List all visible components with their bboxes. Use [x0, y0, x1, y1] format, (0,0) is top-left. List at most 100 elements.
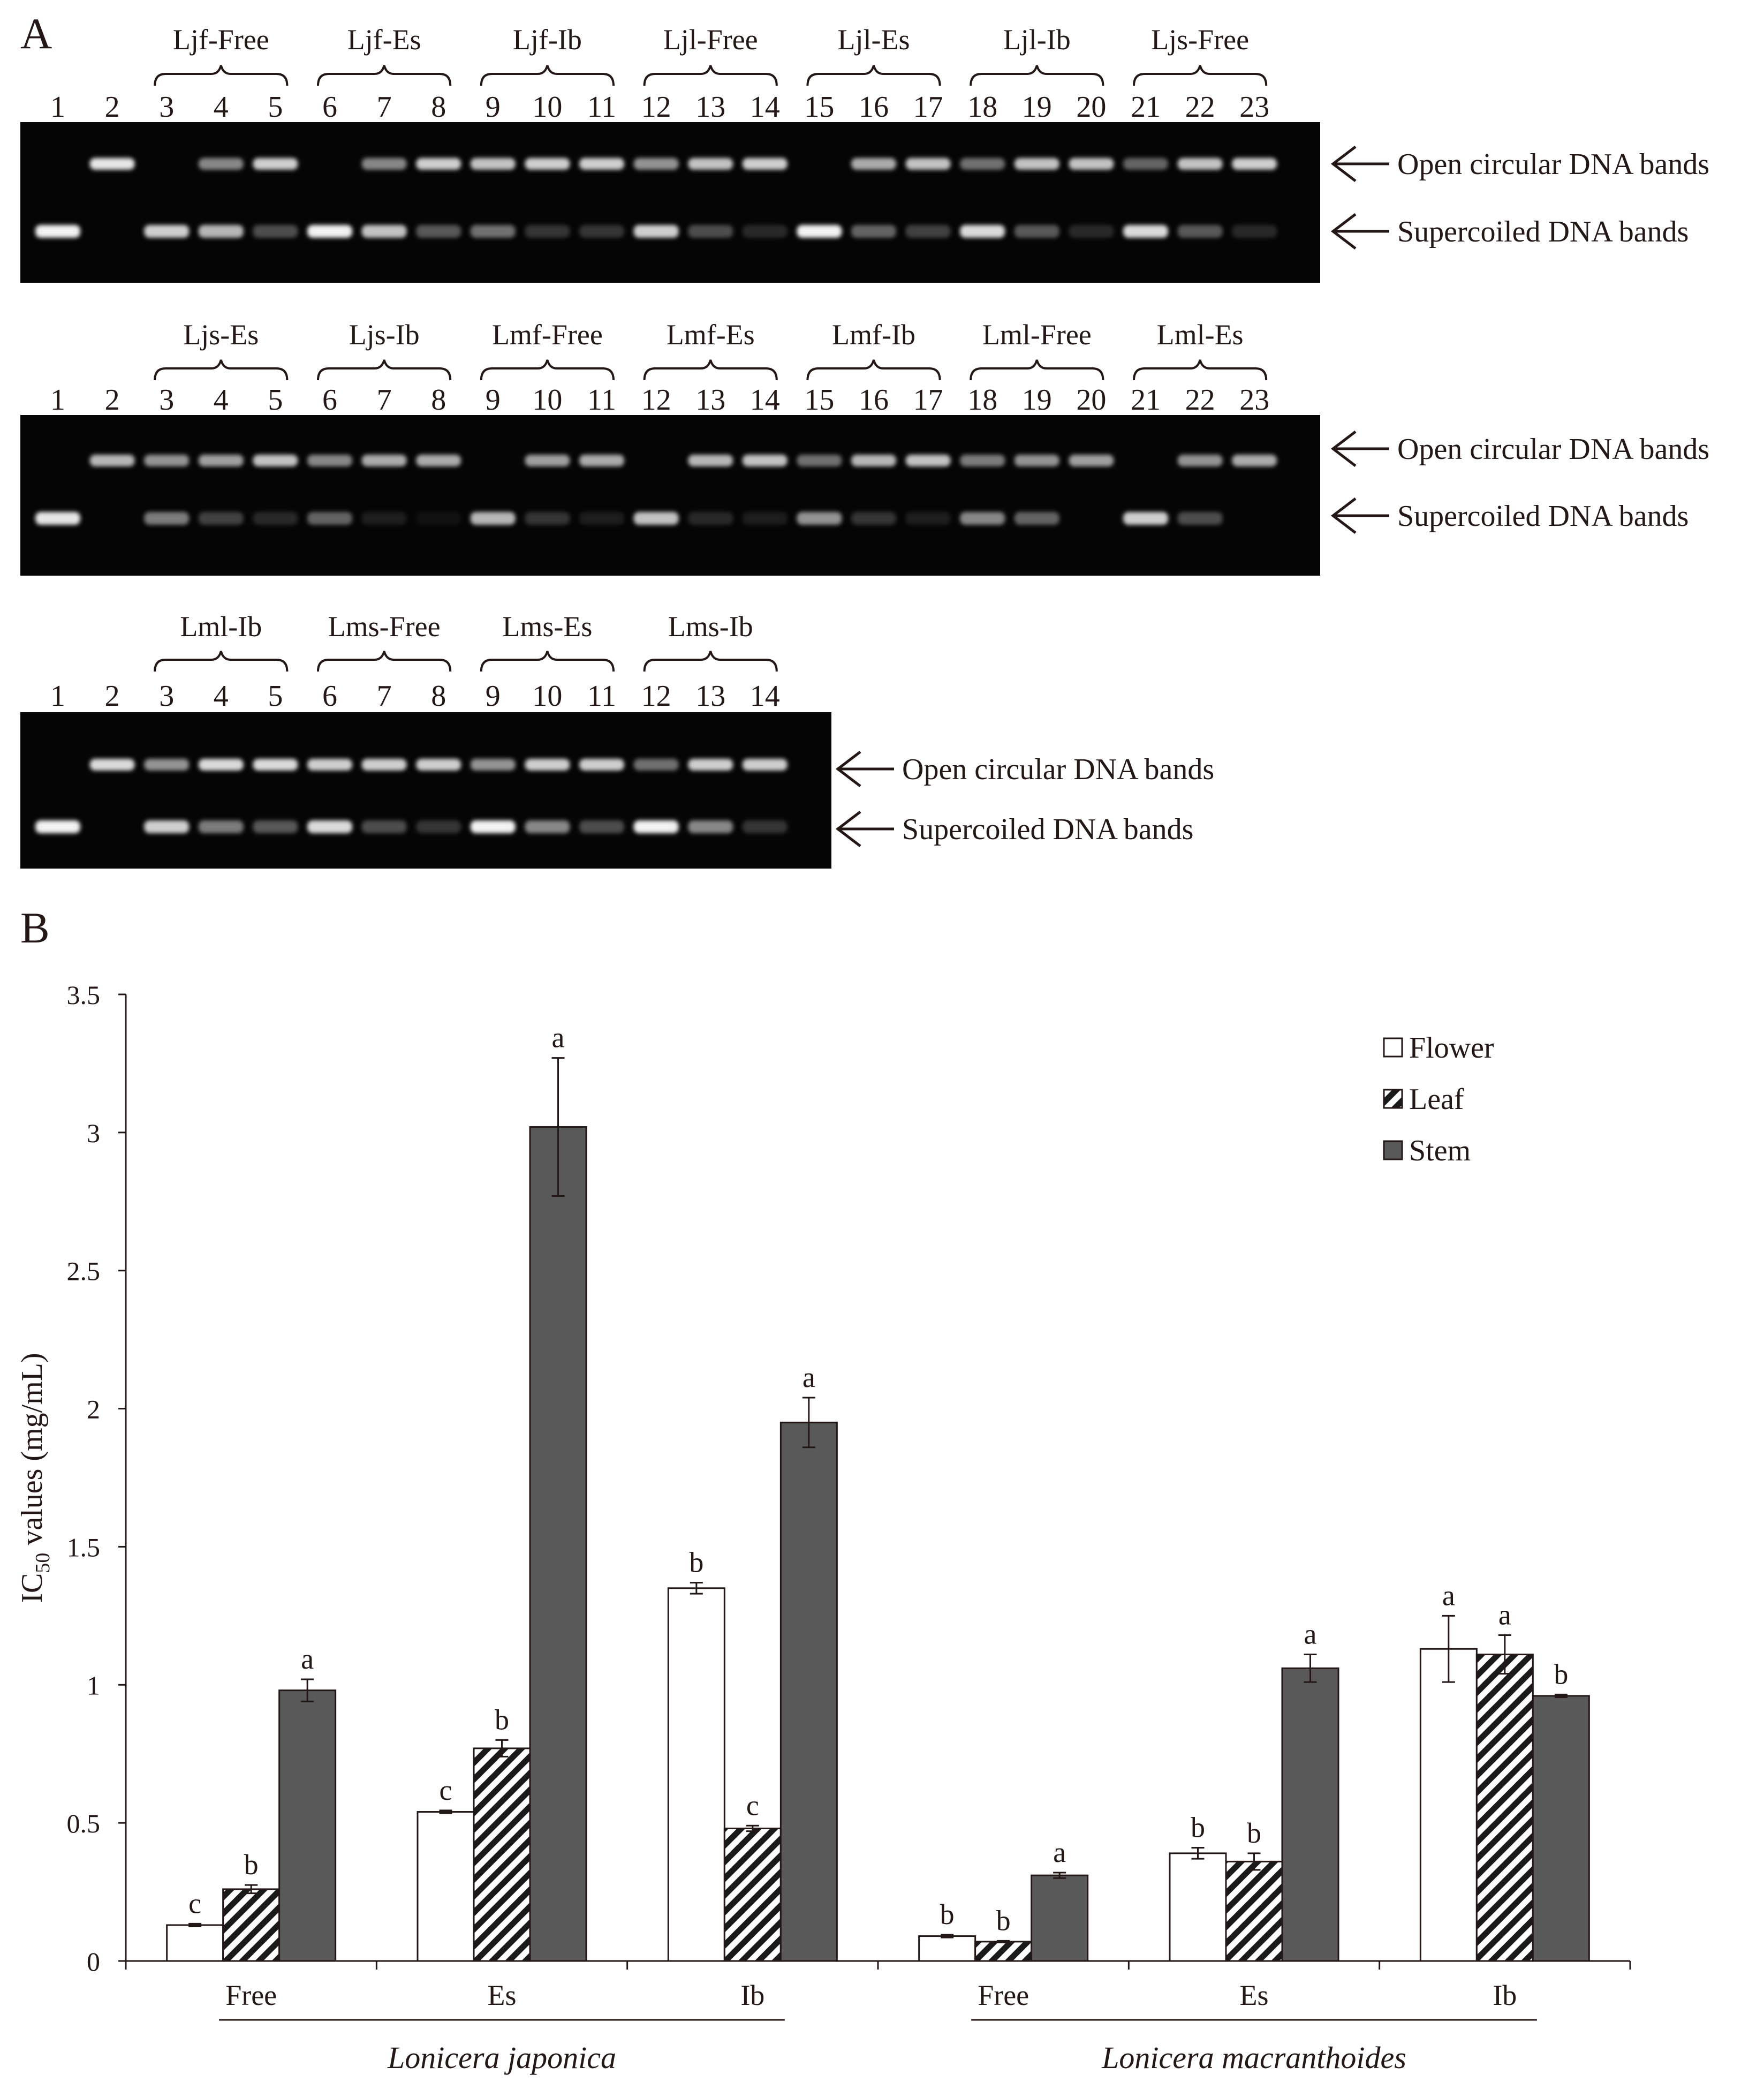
lane-group-brace — [970, 359, 1104, 381]
y-axis-title: IC50 values (mg/mL) — [16, 1353, 54, 1603]
open-band-label: Open circular DNA bands — [1397, 433, 1709, 466]
significance-letter: b — [940, 1898, 955, 1930]
y-tick-label: 3.5 — [67, 980, 101, 1010]
open-circular-band — [307, 455, 352, 466]
open-circular-band — [960, 158, 1005, 170]
open-band-arrow — [835, 751, 894, 787]
lane-group-label: Lml-Free — [982, 319, 1092, 351]
open-circular-band — [89, 759, 135, 771]
open-circular-band — [198, 759, 244, 771]
lane-number: 12 — [641, 383, 671, 417]
lane-number: 7 — [377, 680, 392, 713]
open-circular-band — [525, 759, 570, 771]
bar-flower — [918, 1935, 976, 1962]
supercoiled-band — [416, 512, 461, 525]
supercoiled-band — [960, 225, 1005, 238]
bar-stem — [529, 1126, 587, 1962]
supercoiled-band — [198, 512, 244, 525]
lane-group-label: Lmf-Free — [492, 319, 603, 351]
lane-group-label: Ljl-Es — [838, 24, 910, 56]
lane-number: 1 — [50, 680, 65, 713]
supercoiled-band — [361, 512, 407, 525]
open-circular-band — [960, 455, 1005, 466]
open-circular-band — [253, 158, 298, 170]
open-circular-band — [416, 158, 461, 170]
lane-number: 2 — [105, 680, 120, 713]
bar-leaf — [473, 1747, 531, 1962]
lane-number: 11 — [587, 90, 616, 124]
y-axis-title-main: IC — [16, 1573, 49, 1603]
lane-number: 1 — [50, 90, 65, 124]
open-circular-band — [361, 455, 407, 466]
supercoiled-band — [851, 225, 896, 238]
open-circular-band — [470, 759, 516, 771]
open-circular-band — [416, 759, 461, 771]
supercoiled-band — [633, 512, 679, 525]
lane-number: 4 — [214, 90, 229, 124]
legend: Flower Leaf Stem — [1383, 1031, 1494, 1167]
lane-group-label: Ljf-Es — [347, 24, 421, 56]
bar-flower — [1169, 1852, 1227, 1962]
lane-group-brace — [643, 651, 778, 672]
open-circular-band — [688, 759, 733, 771]
bar-chart: 0 0.5 1 1.5 2 2.5 3 3.5 Free Es Ib Free Es Ib Lonicer… — [16, 980, 1631, 2075]
panel-b-label: B — [20, 903, 50, 952]
supercoiled-band — [905, 512, 951, 525]
supercoiled-band — [198, 225, 244, 238]
significance-letter: b — [996, 1904, 1011, 1936]
legend-swatch-flower — [1383, 1037, 1403, 1058]
open-band-label: Open circular DNA bands — [902, 753, 1214, 786]
open-circular-band — [579, 455, 624, 466]
lane-number: 22 — [1185, 90, 1215, 124]
open-circular-band — [144, 455, 190, 466]
lane-number: 23 — [1239, 90, 1269, 124]
open-circular-band — [1069, 455, 1114, 466]
supercoiled-band — [35, 225, 80, 238]
open-circular-band — [688, 455, 733, 466]
bars: c b a c b a b c a b b a b b a a a b — [166, 1022, 1590, 1962]
y-tick-label: 1.5 — [67, 1532, 101, 1562]
supercoiled-band — [198, 820, 244, 833]
open-circular-band — [525, 158, 570, 170]
open-circular-band — [1232, 455, 1277, 466]
lane-number: 14 — [750, 90, 780, 124]
significance-letter: a — [1304, 1618, 1317, 1650]
supercoiled-band — [688, 225, 733, 238]
significance-letter: c — [440, 1774, 452, 1806]
supercoiled-band — [470, 820, 516, 833]
open-circular-band — [633, 759, 679, 771]
x-tick-label: Ib — [1493, 1979, 1517, 2011]
lane-number: 18 — [967, 90, 997, 124]
lane-number: 8 — [431, 90, 446, 124]
bar-stem — [779, 1421, 838, 1962]
open-circular-band — [579, 759, 624, 771]
lane-number: 11 — [587, 383, 616, 417]
significance-letter: b — [1554, 1658, 1568, 1690]
super-band-label: Supercoiled DNA bands — [1397, 500, 1689, 533]
bar-flower — [166, 1924, 224, 1962]
x-tick-label: Ib — [740, 1979, 764, 2011]
supercoiled-band — [253, 225, 298, 238]
open-circular-band — [797, 455, 842, 466]
lane-group-brace — [480, 65, 615, 86]
lane-group-label: Lmf-Es — [667, 319, 755, 351]
supercoiled-band — [742, 820, 788, 833]
y-tick-label: 3 — [87, 1118, 100, 1148]
lane-number: 14 — [750, 383, 780, 417]
lane-number: 5 — [268, 90, 283, 124]
legend-label: Leaf — [1409, 1083, 1464, 1116]
gel-image — [20, 122, 1320, 283]
lane-group-brace — [480, 651, 615, 672]
gel-image — [20, 712, 831, 869]
supercoiled-band — [1177, 225, 1223, 238]
legend-swatch-stem — [1383, 1140, 1403, 1160]
lane-number: 12 — [641, 90, 671, 124]
supercoiled-band — [470, 225, 516, 238]
supercoiled-band — [742, 512, 788, 525]
lane-number: 21 — [1131, 90, 1161, 124]
lane-group-brace — [643, 359, 778, 381]
lane-number: 2 — [105, 383, 120, 417]
lane-number: 9 — [486, 90, 501, 124]
lane-group-label: Lms-Ib — [668, 610, 753, 643]
